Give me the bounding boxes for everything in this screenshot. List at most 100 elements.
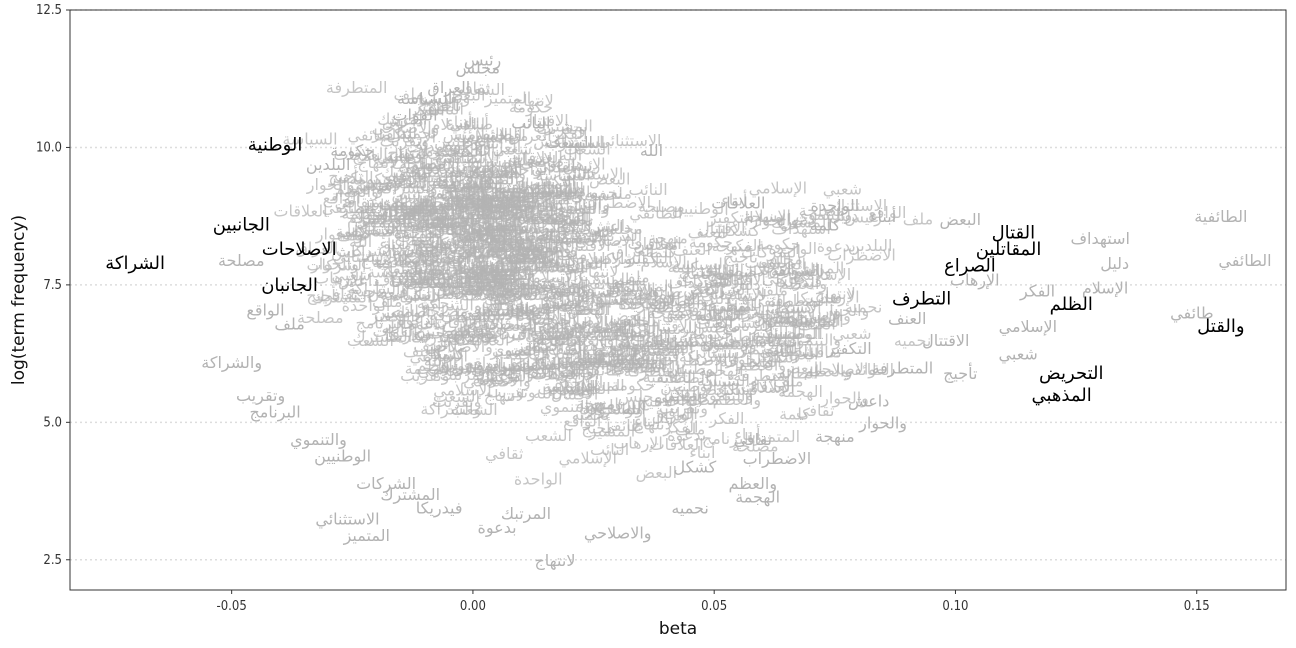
background-term: والشراكة — [201, 353, 262, 373]
cloud-term: النائب — [566, 349, 605, 368]
cloud-term: الإسلامي — [433, 381, 491, 401]
cloud-term: الطائفية — [368, 202, 421, 221]
cloud-term: ثقافي — [470, 214, 508, 234]
cloud-term: القوات — [516, 305, 561, 325]
cloud-term: كلمة — [418, 233, 449, 252]
cloud-term: القوات — [775, 261, 820, 281]
cloud-term: الشعب — [458, 80, 505, 99]
cloud-term: شعبي — [450, 280, 489, 300]
cloud-term: شعبي — [493, 139, 532, 159]
cloud-term: دليل — [402, 270, 431, 289]
cloud-term: لانتهاج — [633, 415, 674, 435]
cloud-term: الطائفي — [398, 156, 451, 176]
cloud-term: الهجمة — [472, 269, 517, 289]
background-term: السياسة — [397, 89, 452, 108]
plot-border — [69, 9, 1287, 591]
cloud-term: طائفي — [542, 179, 586, 199]
cloud-term: كشكل — [394, 249, 437, 268]
y-tick-label: 5.0 — [43, 415, 62, 430]
cloud-term: القوات — [499, 206, 544, 226]
cloud-term: منهجة — [647, 303, 687, 323]
cloud-term: المشترك — [771, 212, 831, 232]
cloud-term: الوطنيين — [766, 324, 823, 344]
cloud-term: الهجمة — [427, 183, 472, 203]
cloud-term: والتنموي — [525, 325, 582, 345]
cloud-term: بدعوة — [603, 321, 642, 341]
cloud-term: حكومة — [509, 98, 553, 118]
cloud-term: أبناء — [446, 112, 472, 132]
background-term: الله — [640, 141, 663, 160]
cloud-term: السياسة — [596, 323, 651, 342]
cloud-term: الطائفية — [622, 289, 675, 308]
cloud-term: المتطرفة — [700, 296, 762, 316]
cloud-term: منهجة — [547, 182, 587, 202]
highlighted-term: القتال — [992, 223, 1036, 244]
cloud-term: الطائفية — [535, 274, 588, 293]
cloud-term: السياسة — [407, 206, 462, 225]
cloud-term: والشراكة — [582, 399, 643, 419]
cloud-term: والتنموي — [553, 199, 610, 219]
background-term: كلمة — [810, 215, 841, 234]
cloud-term: الشركات — [373, 201, 433, 221]
cloud-term: ملف — [394, 85, 424, 104]
cloud-term: السياسة — [453, 128, 508, 147]
cloud-term: المشترك — [494, 241, 554, 261]
cloud-term: الواحدة — [503, 160, 552, 180]
cloud-term: الفكر — [405, 286, 441, 306]
cloud-term: البعض — [496, 316, 537, 336]
cloud-term: والتنموي — [784, 331, 841, 351]
cloud-term: ثقافي — [499, 192, 537, 212]
cloud-term: الفكر — [604, 277, 640, 297]
cloud-term: دليل — [512, 280, 541, 299]
cloud-term: الهجمة — [405, 359, 450, 379]
cloud-term: الإسلام — [598, 342, 644, 361]
cloud-term: القوات — [476, 265, 521, 285]
cloud-term: المتطرفة — [441, 173, 503, 193]
cloud-term: طائفي — [385, 164, 429, 184]
cloud-term: ثقافي — [319, 285, 357, 305]
background-term: المتميز — [343, 526, 390, 546]
cloud-term: الله — [506, 303, 529, 322]
cloud-term: الشعب — [417, 274, 464, 293]
cloud-term: الواقع — [395, 227, 433, 247]
cloud-term: رئيس — [468, 268, 505, 288]
cloud-term: الاستثنائي — [441, 264, 505, 284]
cloud-term: داعش — [479, 367, 521, 387]
cloud-term: رئيس — [441, 231, 478, 251]
cloud-term: السياسة — [595, 350, 650, 369]
cloud-term: العنف — [428, 219, 466, 238]
cloud-term: كلمة — [590, 282, 621, 301]
cloud-term: وتقريب — [486, 383, 535, 403]
cloud-term: الإسلامي — [417, 213, 475, 233]
cloud-term: التكفير — [610, 310, 656, 330]
cloud-term: المتطرفة — [733, 366, 795, 386]
cloud-term: المشترك — [351, 207, 411, 227]
cloud-term: النائب — [399, 314, 438, 333]
cloud-term: لانتهاج — [357, 153, 398, 173]
cloud-term: الإرهاب — [386, 128, 436, 148]
cloud-term: المتطرفة — [570, 318, 632, 338]
cloud-term: الطائفي — [629, 204, 682, 224]
cloud-term: والشراكة — [347, 279, 408, 299]
cloud-term: نحميه — [399, 123, 436, 142]
cloud-term: ثقافي — [803, 342, 841, 362]
cloud-term: الواقع — [482, 185, 520, 205]
cloud-term: الاستثنائي — [559, 164, 623, 184]
cloud-term: الوطنيين — [354, 209, 411, 229]
cloud-term: التكفير — [369, 307, 415, 327]
cloud-term: رئيس — [495, 231, 532, 251]
cloud-term: الوطنيين — [477, 216, 534, 236]
cloud-term: تأجيج — [451, 202, 485, 223]
cloud-term: المرتبك — [479, 174, 529, 194]
cloud-term: الاقتتال — [471, 258, 518, 277]
cloud-term: الاضطراب — [659, 350, 728, 370]
cloud-term: وتقريب — [400, 366, 449, 386]
cloud-term: العنف — [688, 223, 726, 242]
cloud-term: دليل — [613, 355, 642, 374]
background-term: وتقريب — [236, 386, 285, 406]
cloud-term: الإسلام — [631, 340, 677, 359]
background-term: مجلس — [455, 59, 500, 79]
cloud-term: الواقع — [466, 353, 504, 373]
cloud-term: شعبي — [524, 294, 563, 314]
cloud-term: الاقتتال — [718, 270, 765, 289]
